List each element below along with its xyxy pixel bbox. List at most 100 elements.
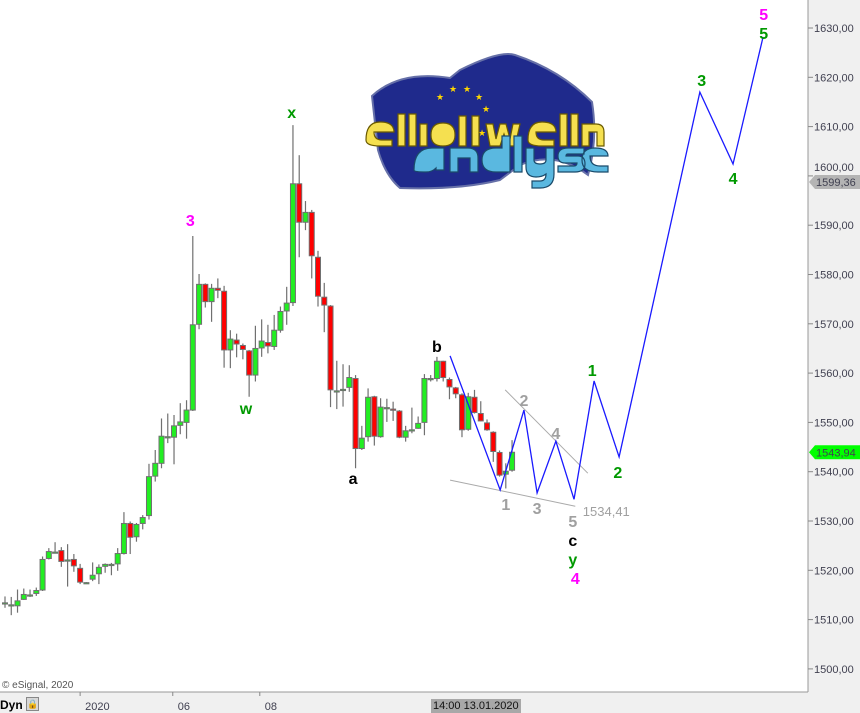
- candle: [145, 463, 152, 520]
- candle-body: [27, 594, 34, 597]
- candle-body: [89, 574, 96, 580]
- candle-body: [302, 211, 309, 223]
- candle-body: [458, 394, 465, 431]
- wave-label: 3: [186, 213, 195, 230]
- candle: [246, 349, 253, 397]
- candle: [252, 325, 259, 382]
- candle-body: [283, 302, 290, 312]
- candle: [277, 306, 284, 333]
- candle-body: [196, 283, 203, 325]
- candle: [152, 450, 159, 482]
- candle: [452, 386, 459, 399]
- candle-body: [227, 338, 234, 351]
- candle-body: [77, 567, 84, 583]
- candle-body: [158, 435, 165, 464]
- candle-body: [496, 451, 503, 476]
- candle-body: [114, 553, 121, 565]
- lock-icon[interactable]: 🔒: [26, 697, 39, 711]
- wave-label: 4: [729, 171, 738, 188]
- candle: [196, 274, 203, 330]
- candle-body: [365, 396, 372, 438]
- last-price-marker: 1543,94: [809, 445, 860, 460]
- candle: [396, 410, 403, 439]
- candle: [340, 364, 347, 407]
- candle: [52, 542, 59, 554]
- candle: [77, 563, 84, 585]
- candle-body: [183, 409, 190, 423]
- candle-body: [427, 378, 434, 381]
- candle: [233, 333, 240, 358]
- candle-body: [333, 390, 340, 393]
- candles: [2, 125, 516, 616]
- candle: [20, 588, 27, 600]
- logo-lettering: [365, 113, 609, 189]
- candle-body: [408, 429, 415, 432]
- candle-body: [45, 551, 52, 559]
- wave-label: 3: [533, 501, 542, 518]
- candle: [321, 282, 328, 333]
- candle-body: [152, 462, 159, 477]
- candle-body: [346, 377, 353, 388]
- candle-body: [390, 408, 397, 411]
- candle-body: [264, 342, 271, 347]
- candle: [421, 374, 428, 436]
- candle: [208, 283, 215, 322]
- candle: [64, 544, 71, 587]
- price-annotation: 1534,41: [583, 504, 630, 519]
- y-tick-label: 1540,00: [814, 467, 854, 479]
- candle-body: [321, 296, 328, 306]
- candle-body: [39, 558, 46, 591]
- candle: [39, 556, 46, 592]
- svg-text:★: ★: [482, 105, 490, 115]
- candle: [120, 512, 127, 555]
- dyn-mode-label[interactable]: Dyn: [0, 698, 23, 712]
- candle: [14, 589, 21, 613]
- time-axis[interactable]: [0, 692, 860, 713]
- candle-body: [277, 310, 284, 331]
- candle: [58, 547, 65, 567]
- elliott-wellen-analysen-logo: ★ ★ ★ ★ ★ ★: [365, 53, 609, 190]
- candle-body: [120, 522, 127, 555]
- svg-text:★: ★: [478, 129, 486, 139]
- y-axis-ticks: 1500,00 1510,00 1520,00 1530,00 1540,00 1550,…: [808, 23, 854, 676]
- candle-body: [102, 563, 109, 567]
- candle-body: [258, 340, 265, 349]
- candle: [214, 278, 221, 299]
- price-marker-label: 1599,36: [816, 177, 856, 189]
- candle: [315, 250, 321, 307]
- candle: [296, 155, 303, 258]
- candle-body: [139, 517, 146, 524]
- candle-body: [233, 339, 240, 345]
- y-tick-label: 1500,00: [814, 664, 854, 676]
- candle: [133, 522, 140, 542]
- candle: [471, 389, 478, 414]
- wave-label: 5: [759, 7, 768, 24]
- candle: [308, 209, 315, 279]
- y-tick-label: 1600,00: [814, 162, 854, 174]
- candle: [8, 596, 15, 616]
- y-tick-label: 1610,00: [814, 122, 854, 134]
- candle: [377, 398, 384, 438]
- candle-body: [83, 582, 90, 585]
- price-axis[interactable]: [808, 0, 860, 713]
- price-marker-label: 1543,94: [816, 447, 856, 459]
- candle: [327, 305, 334, 408]
- wave-label: 4: [551, 426, 560, 443]
- y-tick-label: 1590,00: [814, 220, 854, 232]
- candle-body: [58, 550, 65, 562]
- trend-lines: [449, 389, 589, 507]
- svg-text:★: ★: [475, 93, 483, 103]
- candle: [33, 587, 40, 596]
- y-tick-label: 1630,00: [814, 23, 854, 35]
- candle: [346, 365, 353, 392]
- wave-label: 5: [759, 26, 768, 43]
- candle-body: [271, 329, 278, 347]
- y-tick-label: 1620,00: [814, 72, 854, 84]
- candle: [108, 562, 115, 576]
- candle-body: [477, 413, 484, 422]
- y-tick-label: 1550,00: [814, 417, 854, 429]
- candle: [202, 283, 209, 308]
- candle: [271, 314, 278, 350]
- y-tick-label: 1520,00: [814, 565, 854, 577]
- candle-body: [289, 183, 296, 304]
